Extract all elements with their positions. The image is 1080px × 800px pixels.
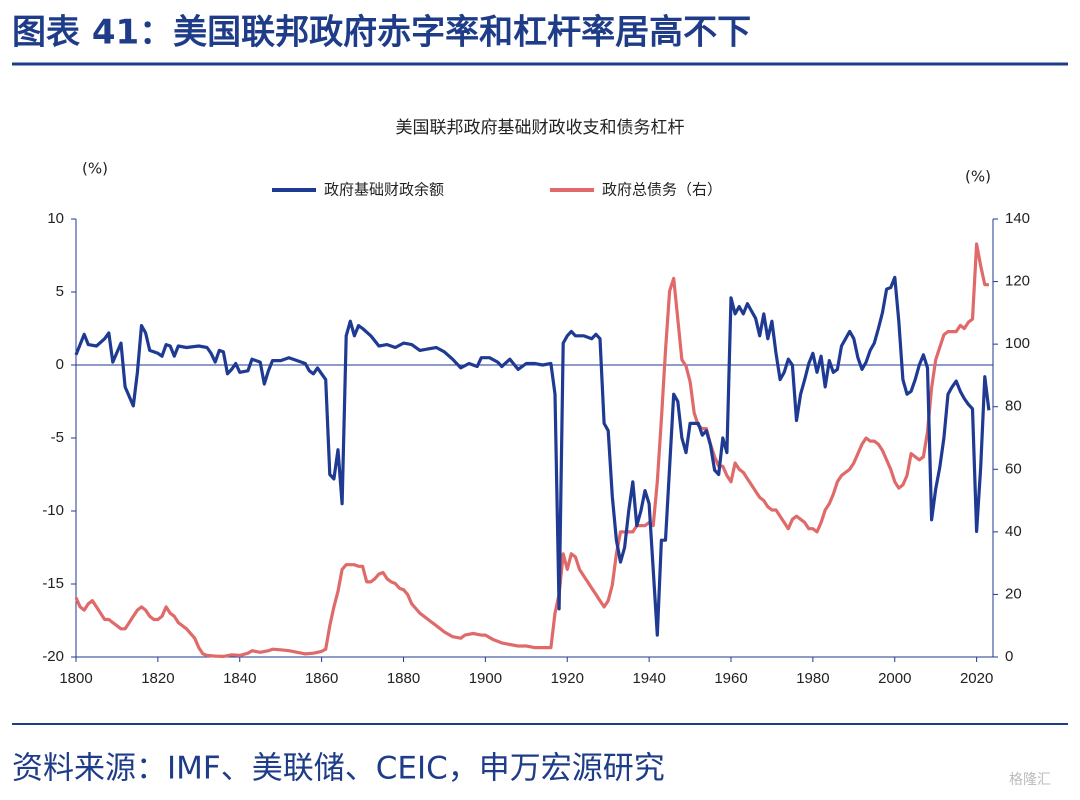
x-tick-label: 2000 xyxy=(878,670,911,687)
x-tick-label: 1920 xyxy=(551,670,584,687)
y2-tick-label: 100 xyxy=(1005,335,1030,352)
source-note: 资料来源：IMF、美联储、CEIC，申万宏源研究 xyxy=(12,751,665,787)
y-tick-label: 10 xyxy=(47,210,64,227)
y2-tick-label: 20 xyxy=(1005,585,1022,602)
y-tick-label: -5 xyxy=(51,429,64,446)
x-tick-label: 1940 xyxy=(632,670,665,687)
chart-title: 美国联邦政府基础财政收支和债务杠杆 xyxy=(396,118,685,138)
x-tick-label: 1960 xyxy=(714,670,747,687)
x-tick-label: 1880 xyxy=(387,670,420,687)
x-tick-label: 2020 xyxy=(960,670,993,687)
x-tick-label: 1840 xyxy=(223,670,256,687)
series-line xyxy=(74,275,991,637)
watermark: 格隆汇 xyxy=(1009,772,1051,788)
y-axis-label: (%) xyxy=(82,160,108,178)
y-tick-label: -15 xyxy=(42,575,64,592)
y-tick-label: -20 xyxy=(42,648,64,665)
y-tick-label: -10 xyxy=(42,502,64,519)
y2-tick-label: 140 xyxy=(1005,210,1030,227)
legend-label: 政府总债务（右） xyxy=(602,181,722,199)
y-tick-label: 0 xyxy=(56,356,64,373)
y2-tick-label: 40 xyxy=(1005,523,1022,540)
y2-axis-label: (%) xyxy=(965,168,991,186)
x-tick-label: 1860 xyxy=(305,670,338,687)
x-tick-label: 1980 xyxy=(796,670,829,687)
y2-tick-label: 80 xyxy=(1005,398,1022,415)
y2-tick-label: 0 xyxy=(1005,648,1013,665)
y2-tick-label: 120 xyxy=(1005,273,1030,290)
legend-label: 政府基础财政余额 xyxy=(324,181,444,199)
x-tick-label: 1800 xyxy=(59,670,92,687)
y-tick-label: 5 xyxy=(56,283,64,300)
page-title: 图表 41：美国联邦政府赤字率和杠杆率居高不下 xyxy=(12,13,751,53)
x-tick-label: 1900 xyxy=(469,670,502,687)
x-tick-label: 1820 xyxy=(141,670,174,687)
y2-tick-label: 60 xyxy=(1005,460,1022,477)
series-line xyxy=(74,242,989,658)
